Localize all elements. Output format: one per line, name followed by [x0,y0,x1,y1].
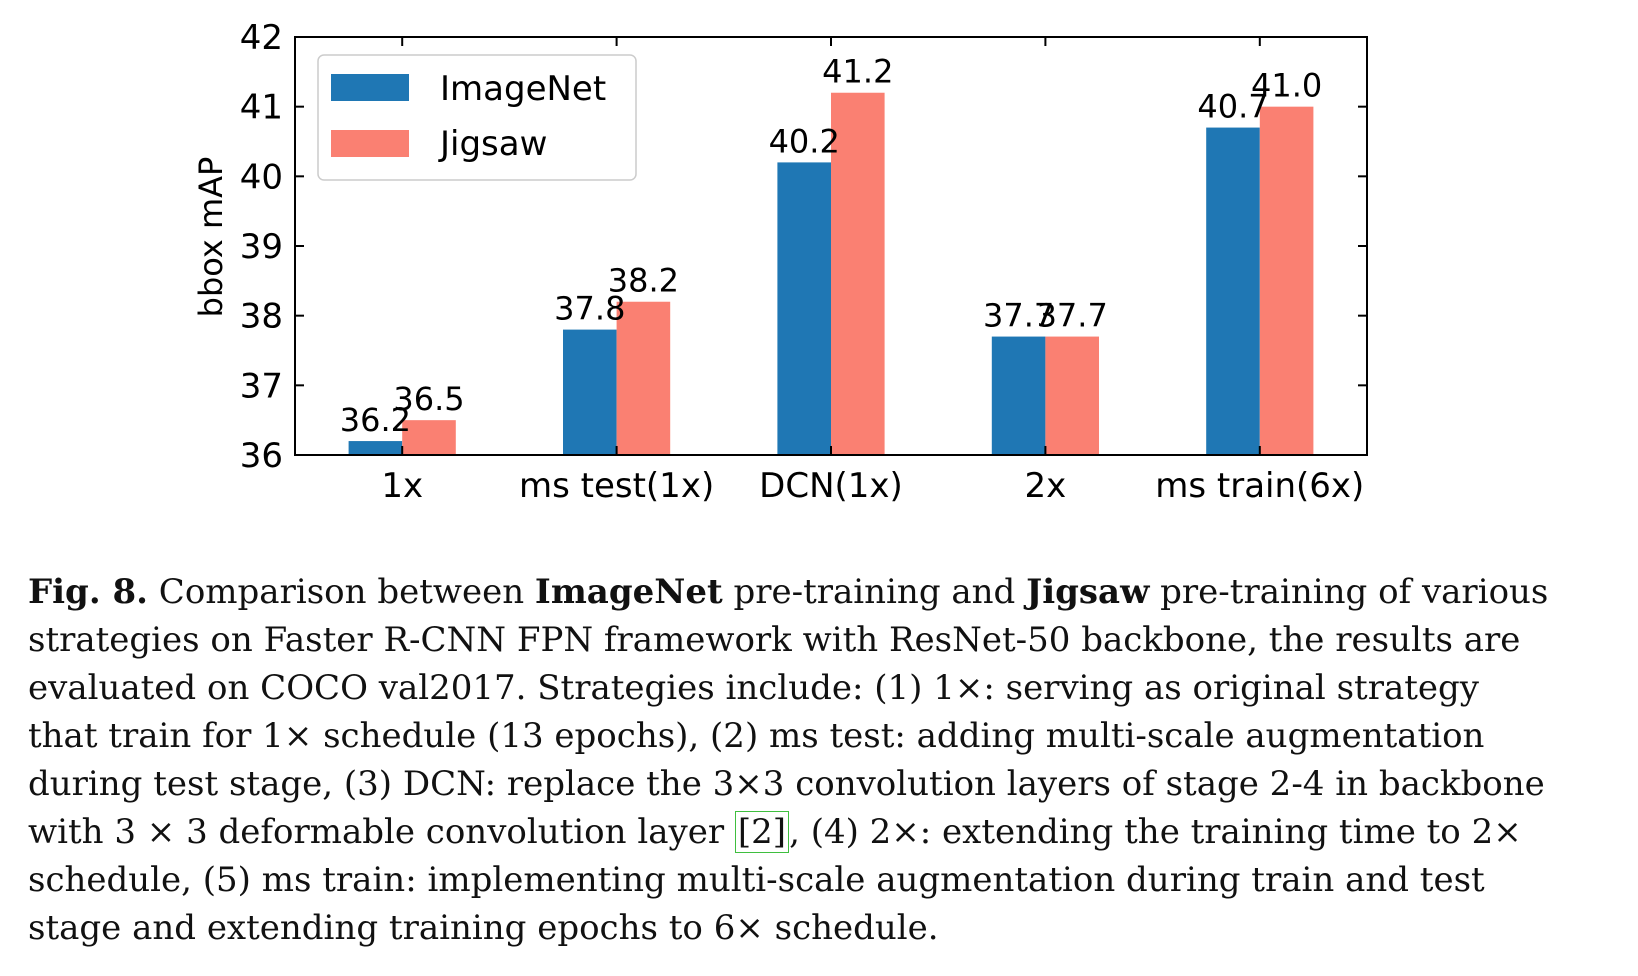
bar-jigsaw-5 [1259,106,1314,456]
bar-jigsaw-1 [402,420,456,455]
legend-label-jigsaw: Jigsaw [438,124,547,164]
x-tick-label: 1x [381,466,423,506]
bar-value-label: 36.2 [340,401,411,439]
x-tick-label: ms test(1x) [519,466,714,506]
x-tick-label: DCN(1x) [759,466,903,506]
bars-layer [348,92,1314,456]
bar-value-label: 40.7 [1197,88,1268,126]
legend-swatch-imagenet [331,74,409,101]
caption-text-1: Comparison between [148,572,535,612]
bar-value-label: 38.2 [608,262,679,300]
bar-imagenet-1 [348,441,403,455]
caption-bold-imagenet: ImageNet [534,572,723,612]
caption-text-3: pre-training of various strategies on Fa… [28,572,1549,852]
bar-chart: 36.236.5 37.838.2 40.2 41.2 37.737.7 40.741.0… [192,18,1368,506]
citation-link[interactable]: [2] [734,811,790,853]
bar-imagenet-5 [1206,127,1260,456]
y-axis-label: bbox mAP [192,157,230,318]
bar-imagenet-2 [563,329,617,455]
caption-text-4: , (4) 2×: extending the training time to… [28,812,1522,948]
y-axis-ticks: 36 37 38 39 40 41 42 [240,18,1367,476]
bar-imagenet-3 [777,162,831,455]
bar-value-label: 41.2 [822,53,893,91]
y-tick-label: 39 [240,227,283,267]
y-tick-label: 37 [240,366,283,406]
caption-bold-jigsaw: Jigsaw [1026,572,1150,612]
x-tick-label: ms train(6x) [1155,466,1364,506]
y-tick-label: 38 [240,297,283,337]
legend-swatch-jigsaw [331,130,409,157]
bar-value-label: 37.7 [983,297,1054,335]
y-tick-label: 42 [240,18,283,58]
bar-jigsaw-4 [1045,336,1099,455]
bar-value-label: 40.2 [769,122,840,160]
bar-jigsaw-2 [616,301,671,455]
x-axis-ticks: 1x ms test(1x) DCN(1x) 2x ms train(6x) [381,37,1364,506]
caption-text-2: pre-training and [722,572,1027,612]
y-tick-label: 36 [240,436,283,476]
bar-value-label: 37.7 [1037,297,1108,335]
y-tick-label: 40 [240,157,283,197]
bar-value-label: 41.0 [1251,67,1322,105]
bar-jigsaw-3 [831,92,885,455]
figure-caption: Fig. 8. Comparison between ImageNet pre-… [28,568,1558,952]
legend-label-imagenet: ImageNet [440,69,606,109]
y-tick-label: 41 [240,88,283,128]
bar-imagenet-4 [991,336,1046,455]
figure-label: Fig. 8. [28,572,148,612]
bar-value-label: 36.5 [393,380,464,418]
bar-value-label: 37.8 [554,290,625,328]
x-tick-label: 2x [1025,466,1067,506]
legend: ImageNet Jigsaw [317,54,637,181]
bar-value-labels: 36.236.5 37.838.2 40.2 41.2 37.737.7 40.741.0 [340,53,1322,439]
